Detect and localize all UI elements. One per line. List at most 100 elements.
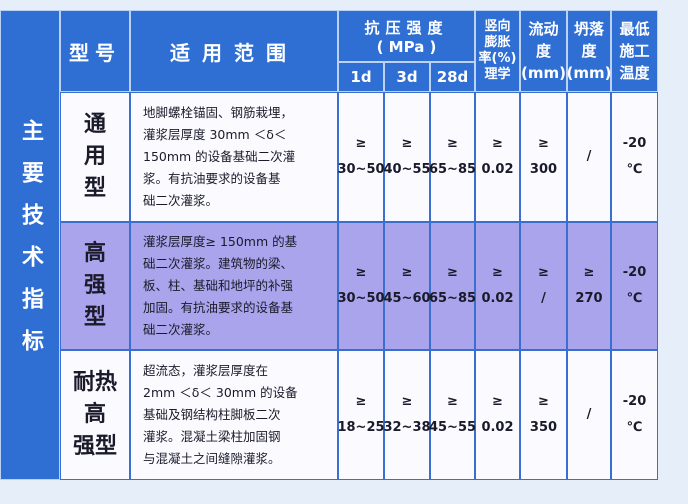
row-scope: 超流态，灌浆层厚度在 2mm ＜δ＜ 30mm 的设备 基础及钢结构柱脚板二次 灌浆。… (130, 350, 338, 480)
cell-text: 与混凝土之间缝隙灌浆。 (143, 451, 281, 466)
row-value: ≥ / (520, 222, 567, 350)
row-value: ≥18~25 (337, 350, 385, 480)
cell-text: 础二次灌浆。 (143, 193, 219, 208)
cell-text: ≥ (538, 265, 549, 280)
row-value: ≥45~55 (429, 350, 476, 480)
cell-text: 65~85 (428, 162, 477, 177)
cell-text: 18~25 (337, 420, 385, 435)
cell-text: ≥ (447, 136, 458, 151)
header-type: 型号 (60, 10, 130, 92)
cell-text: 30~50 (337, 162, 385, 177)
row-type: 通用型 (60, 92, 130, 222)
cell-text: / (586, 407, 592, 422)
cell-text: ℃ (626, 291, 643, 306)
cell-text: (mm) (521, 64, 566, 82)
cell-text: 耐热 (72, 370, 117, 395)
row-value: ≥300 (520, 92, 567, 222)
cell-text: 65~85 (428, 291, 477, 306)
cell-text: ≥ (583, 265, 595, 280)
row-value: ≥65~85 (428, 92, 477, 222)
cell-text: 300 (529, 162, 558, 177)
side-text: 主要技术指标 (18, 119, 43, 371)
header-scope: 适用范围 (130, 10, 338, 92)
cell-text: 温度 (619, 64, 650, 82)
cell-text: 高 (83, 402, 106, 427)
cell-text: 最低 (619, 20, 650, 38)
cell-text: 抗压强度 (364, 18, 449, 37)
row-value: ≥32~38 (383, 350, 431, 480)
header-age: 28d (430, 62, 475, 92)
header-flow: 流动度 (mm) (520, 10, 567, 92)
cell-text: / (541, 291, 546, 306)
cell-text: 28d (436, 68, 469, 86)
cell-text: 竖向 (484, 19, 511, 34)
cell-text: 0.02 (481, 420, 514, 435)
cell-text: 用 (83, 144, 106, 169)
row-value: ≥45~60 (383, 222, 431, 350)
cell-text: ( MPa ) (376, 37, 437, 56)
cell-text: 超流态，灌浆层厚度在 (143, 363, 269, 378)
cell-text: 高 (83, 241, 106, 266)
header-slump: 坍落度 (mm) (566, 10, 612, 92)
cell-text: (mm) (566, 64, 612, 82)
cell-text: 3d (396, 68, 418, 86)
cell-text: / (586, 149, 592, 164)
cell-text: ≥ (401, 265, 413, 280)
cell-text: 2mm ＜δ＜ 30mm 的设备 (143, 385, 298, 400)
cell-text: 灌浆层厚度 30mm ＜δ＜ (143, 127, 287, 142)
cell-text: 通 (83, 112, 106, 137)
header-temperature: 最低 施工 温度 (611, 10, 658, 92)
cell-text: 1d (350, 68, 372, 86)
cell-text: 强型 (72, 434, 117, 459)
row-scope: 灌浆层厚度≥ 150mm 的基 础二次灌浆。建筑物的梁、 板、柱、基础和地坪的补强加… (130, 222, 338, 350)
cell-text: 施工 (619, 42, 650, 60)
cell-text: -20 (622, 394, 647, 409)
cell-text: -20 (622, 136, 647, 151)
row-value: ≥0.02 (475, 350, 520, 480)
cell-text: -20 (622, 265, 647, 280)
cell-text: 150mm 的设备基础二次灌 (143, 149, 296, 164)
cell-text: 流动 (528, 20, 559, 38)
cell-text: 率(%) (478, 51, 517, 66)
cell-text: ≥ (355, 136, 367, 151)
cell-text: ≥ (492, 265, 503, 280)
cell-text: ≥ (538, 136, 549, 151)
cell-text: 型 (83, 176, 106, 201)
cell-text: 适用范围 (170, 40, 298, 65)
row-type: 高强型 (60, 222, 130, 350)
row-value: -20 ℃ (611, 222, 658, 350)
cell-text: 灌浆层厚度≥ 150mm 的基 (143, 234, 298, 249)
row-value: ≥350 (520, 350, 567, 480)
cell-text: 32~38 (383, 420, 431, 435)
cell-text: 40~55 (383, 162, 431, 177)
row-value: / (567, 92, 611, 222)
cell-text: 加固。有抗油要求的设备基 (143, 300, 294, 315)
cell-text: ≥ (447, 394, 458, 409)
row-scope: 地脚螺栓锚固、钢筋栽埋， 灌浆层厚度 30mm ＜δ＜ 150mm 的设备基础二次灌… (130, 92, 338, 222)
cell-text: 30~50 (337, 291, 385, 306)
cell-text: 270 (575, 291, 603, 306)
cell-text: ≥ (355, 394, 367, 409)
cell-text: ≥ (401, 136, 413, 151)
cell-text: 350 (529, 420, 558, 435)
row-value: ≥30~50 (337, 222, 385, 350)
header-age: 3d (384, 62, 430, 92)
cell-text: ≥ (538, 394, 549, 409)
row-value: ≥270 (567, 222, 611, 350)
cell-text: 0.02 (481, 162, 514, 177)
cell-text: 基础及钢结构柱脚板二次 (143, 407, 281, 422)
row-value: ≥40~55 (383, 92, 431, 222)
cell-text: ≥ (447, 265, 458, 280)
row-type: 耐热高强型 (60, 350, 130, 480)
row-value: / (567, 350, 611, 480)
cell-text: 地脚螺栓锚固、钢筋栽埋， (143, 105, 294, 120)
row-value: -20 ℃ (611, 92, 658, 222)
cell-text: 坍落 (573, 20, 604, 38)
row-value: ≥65~85 (428, 222, 477, 350)
cell-text: 度 (581, 42, 597, 60)
header-expansion: 竖向 膨胀 率(%) 理学 (475, 10, 520, 92)
cell-text: 45~60 (383, 291, 431, 306)
header-age: 1d (338, 62, 384, 92)
cell-text: 理学 (484, 67, 511, 82)
